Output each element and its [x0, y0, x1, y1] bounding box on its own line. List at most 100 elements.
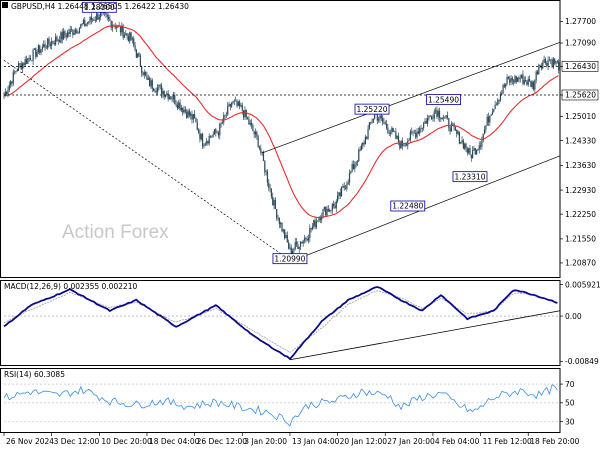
candle-body [351, 164, 353, 172]
price-label-box [390, 200, 426, 212]
x-tick-label: 26 Dec 12:00 [197, 437, 248, 446]
candle-body [162, 91, 164, 95]
candle-body [37, 45, 40, 53]
candle-body [425, 121, 427, 124]
candle-body [536, 71, 539, 75]
candle-body [444, 116, 446, 118]
candle-body [436, 110, 438, 117]
candle-body [528, 79, 531, 81]
candle-body [216, 132, 218, 134]
candle-body [527, 79, 529, 85]
candle-body [368, 122, 370, 129]
candle-body [509, 79, 511, 83]
candle-body [159, 84, 161, 86]
candle-body [348, 172, 351, 183]
price-label-box [272, 253, 308, 265]
candle-body [194, 114, 196, 118]
candle-body [106, 14, 108, 17]
candle-body [250, 122, 253, 126]
candle-body [429, 115, 431, 117]
candle-body [21, 63, 24, 70]
candle-body [428, 115, 430, 118]
candle-body [284, 229, 286, 239]
candle-body [413, 132, 415, 134]
candle-body [502, 85, 504, 94]
candle-body [454, 127, 457, 130]
candle-body [288, 242, 290, 249]
candle-body [441, 117, 443, 120]
candle-body [302, 240, 304, 244]
candle-body [378, 119, 380, 121]
candle-body [291, 250, 294, 254]
candle-body [16, 69, 18, 72]
candle-body [264, 161, 266, 173]
candle-body [366, 137, 368, 139]
watermark: Action Forex [62, 222, 169, 243]
candle-body [472, 150, 474, 159]
candle-body [558, 61, 560, 71]
candle-body [265, 171, 267, 173]
candle-body [76, 29, 78, 34]
candle-body [487, 116, 490, 123]
candle-body [503, 85, 505, 87]
x-tick-label: 13 Jan 04:00 [292, 437, 340, 446]
candle-body [13, 71, 16, 73]
candle-body [137, 53, 139, 58]
candle-body [187, 110, 189, 118]
candle-body [118, 25, 120, 26]
candle-body [246, 117, 249, 119]
candle-body [523, 80, 525, 84]
candle-body [393, 131, 396, 133]
candle-body [266, 171, 269, 183]
candle-body [544, 59, 547, 64]
candle-body [289, 247, 291, 249]
candle-body [387, 127, 389, 133]
candle-body [262, 152, 265, 162]
candle-body [84, 19, 86, 27]
candle-body [53, 43, 55, 45]
candle-body [473, 148, 475, 151]
candle-body [129, 32, 131, 42]
candle-body [130, 32, 132, 40]
candle-body [119, 25, 122, 33]
candle-body [457, 131, 459, 134]
candle-body [253, 131, 255, 135]
candle-body [183, 109, 185, 113]
candle-body [466, 149, 468, 153]
candle-body [518, 77, 520, 80]
price-label-text: 1.25220 [357, 105, 388, 114]
candle-body [465, 143, 467, 150]
candle-body [150, 80, 152, 87]
candle-body [62, 31, 65, 40]
candle-body [219, 123, 221, 136]
candle-body [339, 192, 341, 197]
candle-body [507, 77, 509, 80]
candle-body [235, 100, 237, 102]
candle-body [252, 125, 254, 132]
candle-body [268, 182, 270, 188]
candle-body [156, 87, 159, 93]
price-label-box [452, 171, 488, 183]
candle-body [306, 239, 308, 241]
candle-body [490, 114, 492, 116]
candle-body [172, 95, 175, 100]
candle-body [243, 110, 245, 118]
candle-body [290, 247, 292, 254]
candle-body [109, 18, 111, 21]
candle-body [417, 131, 419, 134]
candle-body [424, 121, 426, 124]
y-tick-label: 1.23630 [565, 161, 596, 170]
candle-body [456, 129, 458, 134]
candle-body [239, 101, 241, 107]
candle-body [100, 12, 102, 17]
candle-body [47, 38, 49, 49]
candle-body [344, 187, 347, 189]
candle-body [141, 66, 143, 73]
candle-body [276, 208, 278, 219]
candle-body [322, 209, 324, 217]
candle-body [127, 36, 130, 42]
price-label-text: 1.25490 [428, 95, 459, 104]
candle-body [196, 122, 198, 131]
